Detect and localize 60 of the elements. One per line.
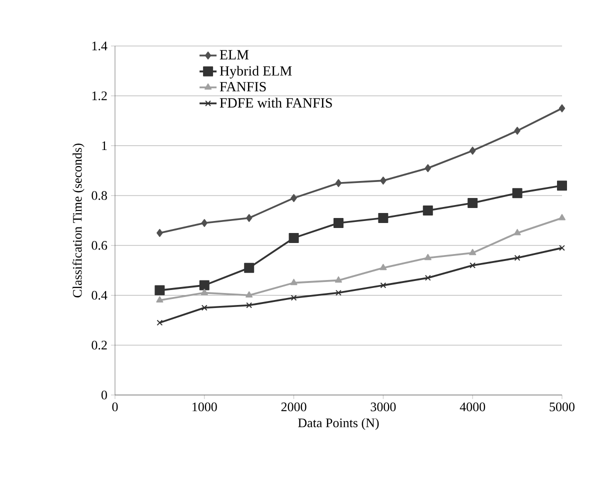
point	[156, 320, 163, 326]
y-axis-title: Classification Time (seconds)	[72, 144, 84, 298]
x-tick-label: 4000	[460, 402, 486, 412]
x-tick-label: 0	[112, 402, 118, 412]
point	[559, 244, 565, 251]
point	[469, 146, 476, 155]
y-tick-label: 1.4	[92, 42, 108, 50]
point	[156, 228, 163, 237]
point	[558, 214, 566, 220]
x-tick-label: 1000	[192, 402, 217, 412]
x-tick-label: 3000	[370, 402, 396, 412]
point	[557, 180, 567, 191]
point	[514, 126, 520, 135]
point	[422, 206, 433, 216]
y-tick-label: 1	[102, 141, 107, 150]
point	[514, 254, 520, 261]
point	[290, 194, 297, 202]
y-tick-label: 0.8	[92, 191, 107, 200]
point	[290, 278, 298, 286]
point	[335, 179, 342, 188]
point	[512, 188, 522, 198]
y-tick-label: 1.2	[92, 91, 107, 100]
point	[288, 232, 299, 243]
legend-label: FDFE with FANFIS	[220, 98, 332, 108]
point	[290, 294, 297, 301]
point	[334, 218, 344, 228]
y-tick-label: 0.4	[92, 290, 108, 300]
point	[514, 228, 521, 236]
point	[469, 248, 476, 256]
point	[246, 302, 252, 308]
point	[380, 282, 386, 288]
point	[424, 254, 432, 260]
point	[470, 262, 476, 268]
point	[336, 290, 342, 296]
point	[201, 304, 208, 311]
x-tick-label: 5000	[550, 402, 574, 412]
y-tick-label: 0	[101, 390, 107, 400]
point	[468, 198, 478, 208]
legend-label: FANFIS	[220, 82, 266, 92]
point	[199, 280, 210, 290]
point	[156, 296, 164, 303]
point	[154, 285, 165, 296]
point	[200, 288, 208, 296]
y-tick-label: 0.2	[92, 340, 107, 350]
point	[201, 218, 208, 227]
y-tick-label: 0.6	[92, 241, 108, 250]
point	[424, 164, 432, 172]
point	[244, 262, 254, 273]
point	[380, 176, 386, 185]
x-axis-title: Data Points (N)	[298, 418, 379, 430]
point	[380, 264, 387, 270]
legend-label: Hybrid ELM	[220, 66, 292, 79]
point	[334, 276, 342, 283]
point	[378, 213, 388, 224]
point	[424, 274, 431, 281]
legend-label: ELM	[220, 50, 249, 60]
point	[246, 214, 252, 222]
x-tick-label: 2000	[281, 402, 306, 412]
point	[558, 104, 566, 112]
point	[246, 291, 253, 298]
